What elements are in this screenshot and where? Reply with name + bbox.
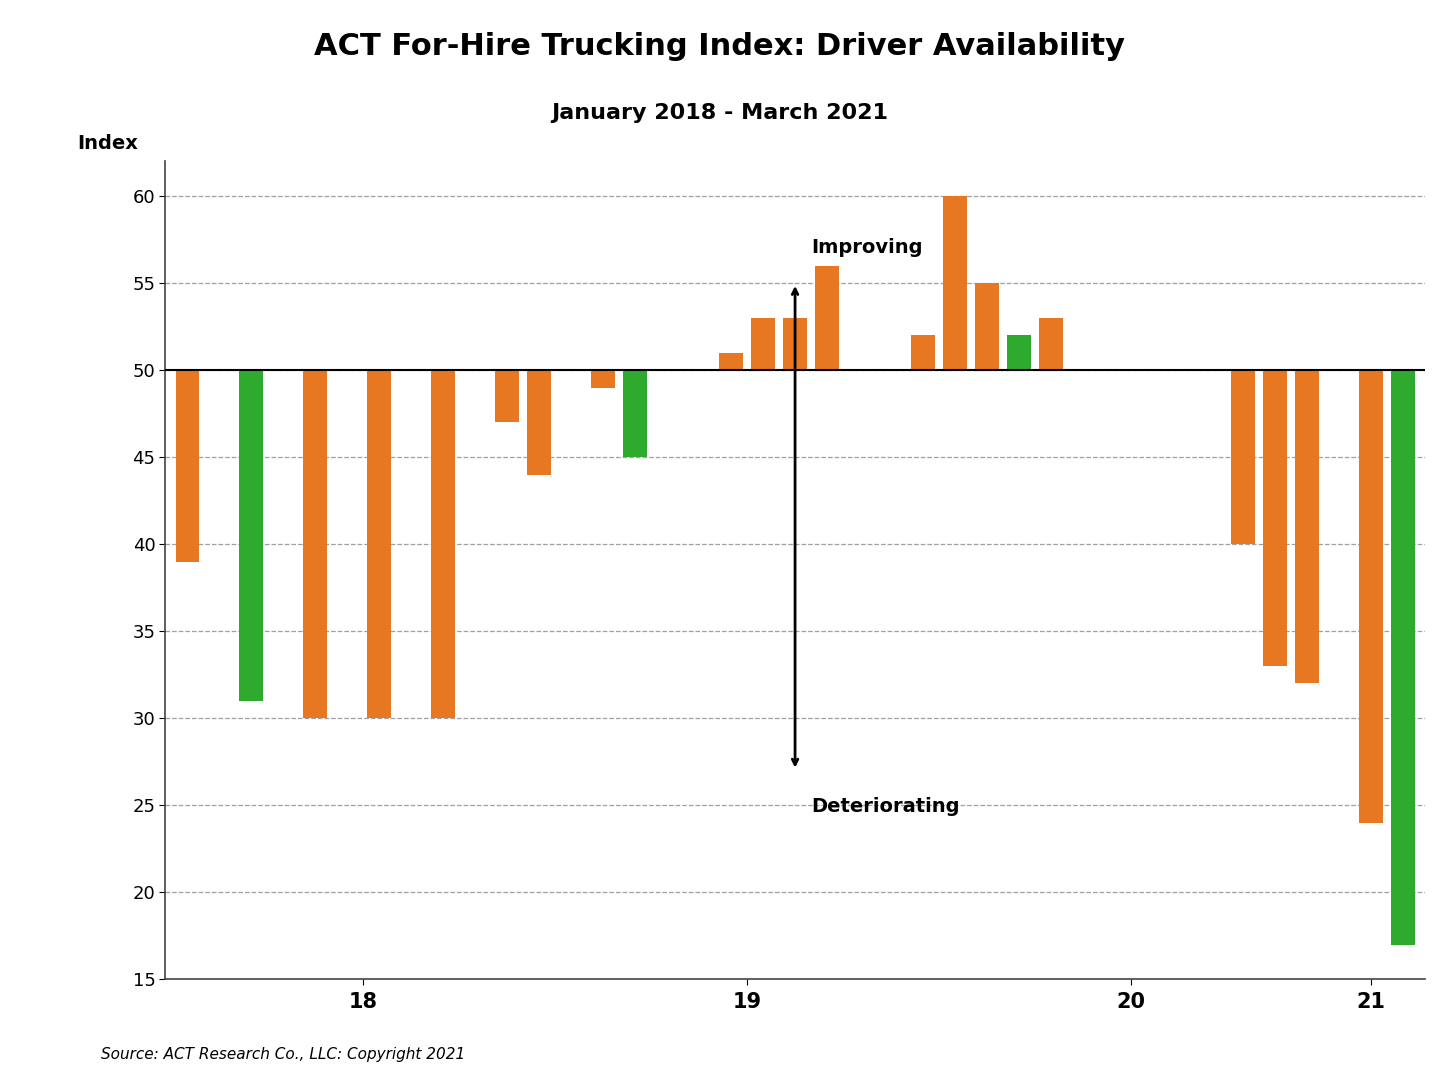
Bar	[752, 318, 775, 370]
Text: Improving: Improving	[811, 238, 923, 257]
Text: January 2018 - March 2021: January 2018 - March 2021	[552, 103, 888, 123]
Bar	[1359, 370, 1382, 823]
Bar	[239, 370, 264, 700]
Bar	[975, 283, 999, 370]
Text: Index: Index	[76, 134, 138, 154]
Text: ACT For-Hire Trucking Index: Driver Availability: ACT For-Hire Trucking Index: Driver Avai…	[314, 32, 1126, 62]
Bar	[1038, 318, 1063, 370]
Bar	[1007, 335, 1031, 370]
Bar	[432, 370, 455, 718]
Bar	[592, 370, 615, 388]
Bar	[719, 352, 743, 370]
Bar	[176, 370, 200, 562]
Bar	[1263, 370, 1287, 666]
Bar	[912, 335, 935, 370]
Bar	[495, 370, 520, 423]
Bar	[943, 196, 966, 370]
Text: Deteriorating: Deteriorating	[811, 797, 959, 816]
Bar	[367, 370, 392, 718]
Bar	[527, 370, 552, 475]
Text: Source: ACT Research Co., LLC: Copyright 2021: Source: ACT Research Co., LLC: Copyright…	[101, 1046, 465, 1062]
Bar	[624, 370, 647, 457]
Bar	[1295, 370, 1319, 683]
Bar	[783, 318, 806, 370]
Bar	[1391, 370, 1414, 945]
Bar	[304, 370, 327, 718]
Bar	[1231, 370, 1254, 544]
Bar	[815, 266, 840, 370]
